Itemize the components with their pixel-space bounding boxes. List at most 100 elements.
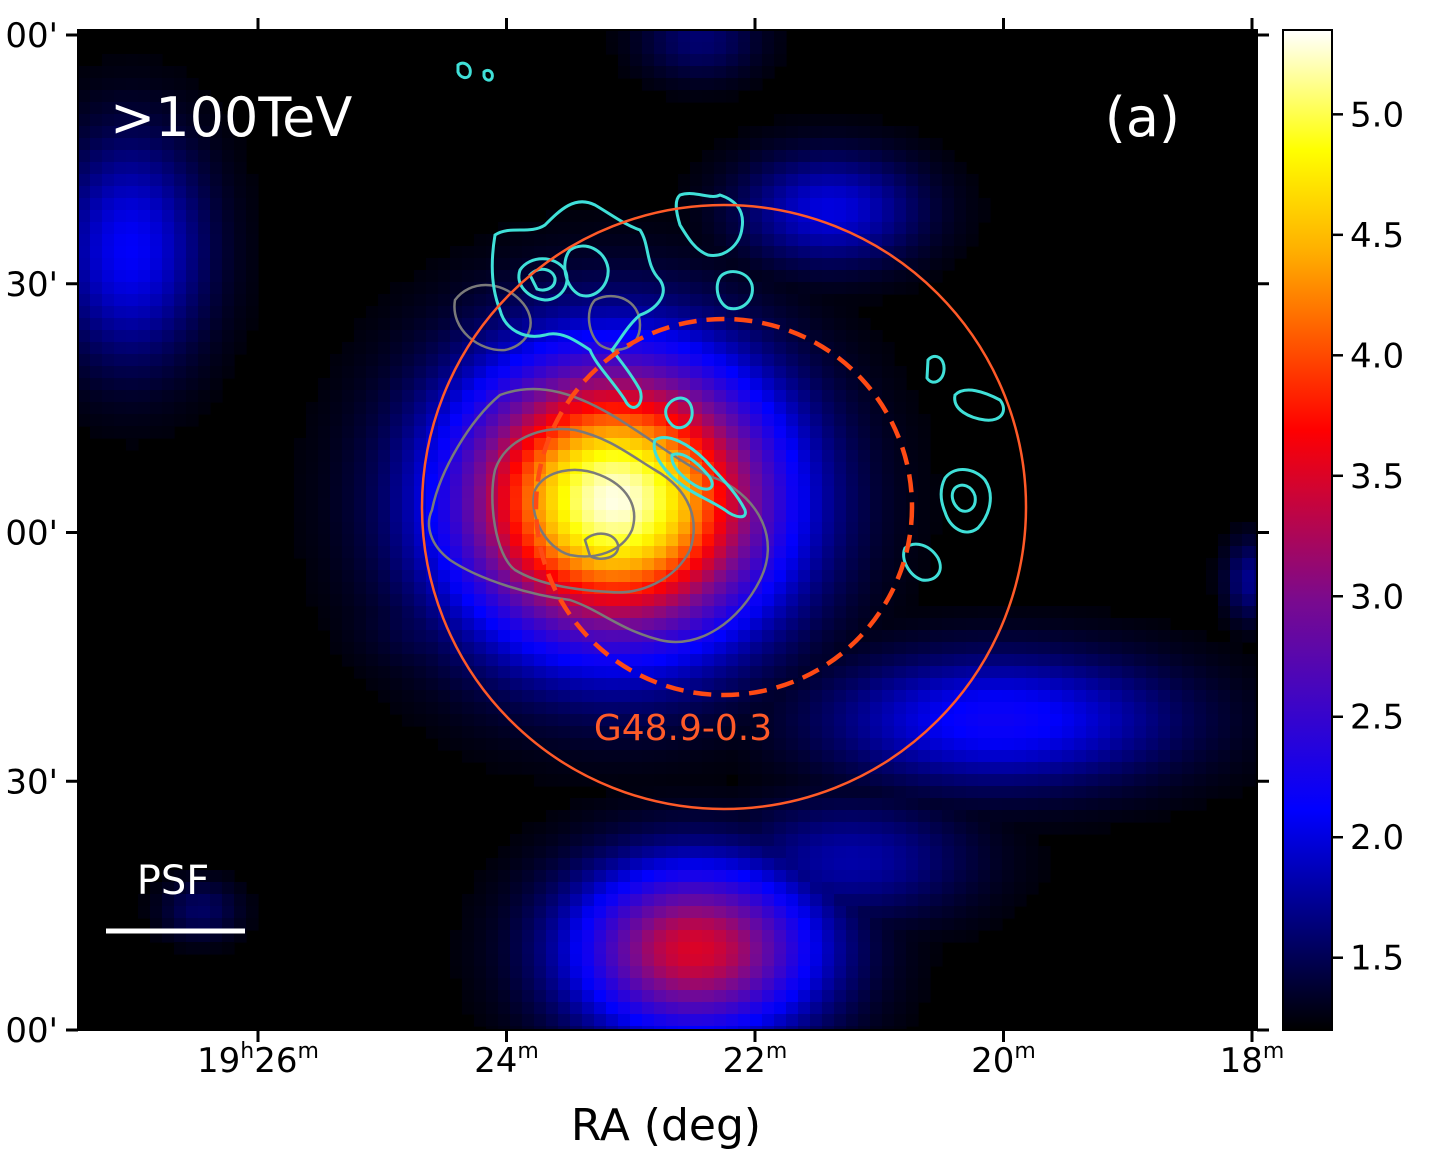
heat-pixel (966, 774, 979, 787)
heat-pixel (1254, 702, 1257, 715)
heat-pixel (678, 726, 691, 739)
heat-pixel (102, 294, 115, 307)
heat-pixel (498, 366, 511, 379)
heat-pixel (150, 282, 163, 295)
x-tick-label: 20m (971, 1039, 1036, 1081)
heat-pixel (606, 606, 619, 619)
heat-pixel (702, 966, 715, 979)
heat-pixel (714, 966, 727, 979)
heat-pixel (798, 162, 811, 175)
heat-pixel (318, 426, 331, 439)
heat-pixel (750, 822, 763, 835)
heat-pixel (642, 330, 655, 343)
heat-pixel (1146, 642, 1159, 655)
heat-pixel (78, 222, 91, 235)
heat-pixel (810, 318, 823, 331)
heat-pixel (966, 918, 979, 931)
heat-pixel (486, 618, 499, 631)
heat-pixel (594, 810, 607, 823)
heat-pixel (966, 726, 979, 739)
heat-pixel (186, 150, 199, 163)
heat-pixel (966, 870, 979, 883)
heat-pixel (1110, 774, 1123, 787)
heat-pixel (570, 510, 583, 523)
heat-pixel (858, 978, 871, 991)
heat-pixel (126, 438, 139, 451)
heat-pixel (894, 654, 907, 667)
heat-pixel (918, 858, 931, 871)
heat-pixel (414, 342, 427, 355)
heat-pixel (414, 282, 427, 295)
heat-pixel (930, 774, 943, 787)
heat-pixel (630, 750, 643, 763)
heat-pixel (954, 222, 967, 235)
heat-pixel (858, 330, 871, 343)
heat-pixel (1242, 726, 1255, 739)
heat-pixel (834, 498, 847, 511)
heat-pixel (1050, 642, 1063, 655)
heat-pixel (462, 414, 475, 427)
heat-pixel (330, 510, 343, 523)
heat-pixel (570, 702, 583, 715)
heat-pixel (990, 906, 1003, 919)
heat-pixel (714, 714, 727, 727)
heat-pixel (774, 354, 787, 367)
heat-pixel (318, 390, 331, 403)
heat-pixel (726, 906, 739, 919)
heat-pixel (546, 942, 559, 955)
heat-pixel (714, 870, 727, 883)
heat-pixel (1218, 702, 1231, 715)
heat-pixel (954, 714, 967, 727)
heat-pixel (534, 582, 547, 595)
heat-pixel (138, 342, 151, 355)
heat-pixel (234, 294, 247, 307)
heat-pixel (666, 750, 679, 763)
x-tick-label: 19h26m (197, 1039, 319, 1081)
heat-pixel (174, 102, 187, 115)
heat-pixel (366, 426, 379, 439)
heat-pixel (162, 126, 175, 139)
heat-pixel (714, 990, 727, 1003)
heat-pixel (306, 594, 319, 607)
heat-pixel (78, 174, 91, 187)
heat-pixel (858, 1002, 871, 1015)
heat-pixel (774, 222, 787, 235)
heat-pixel (1086, 618, 1099, 631)
heat-pixel (198, 870, 211, 883)
heat-pixel (582, 1014, 595, 1027)
heat-pixel (390, 618, 403, 631)
heat-pixel (834, 438, 847, 451)
heat-pixel (798, 582, 811, 595)
heat-pixel (654, 510, 667, 523)
heat-pixel (366, 414, 379, 427)
heat-pixel (534, 870, 547, 883)
heat-pixel (1182, 642, 1195, 655)
heat-pixel (642, 786, 655, 799)
heat-pixel (990, 678, 1003, 691)
heat-pixel (738, 990, 751, 1003)
heat-pixel (774, 522, 787, 535)
heat-pixel (834, 510, 847, 523)
heat-pixel (342, 642, 355, 655)
heat-pixel (774, 474, 787, 487)
heat-pixel (894, 990, 907, 1003)
heat-pixel (1206, 726, 1219, 739)
heat-pixel (1074, 630, 1087, 643)
heat-pixel (570, 438, 583, 451)
heat-pixel (426, 294, 439, 307)
heat-pixel (1134, 774, 1147, 787)
heat-pixel (534, 966, 547, 979)
heat-pixel (618, 498, 631, 511)
heat-pixel (906, 1002, 919, 1015)
heat-pixel (846, 894, 859, 907)
heat-pixel (786, 702, 799, 715)
heat-pixel (702, 582, 715, 595)
heat-pixel (774, 414, 787, 427)
heat-pixel (198, 306, 211, 319)
heat-pixel (846, 726, 859, 739)
heat-pixel (738, 810, 751, 823)
heat-pixel (810, 870, 823, 883)
heat-pixel (210, 270, 223, 283)
heat-pixel (618, 930, 631, 943)
heat-pixel (1206, 738, 1219, 751)
